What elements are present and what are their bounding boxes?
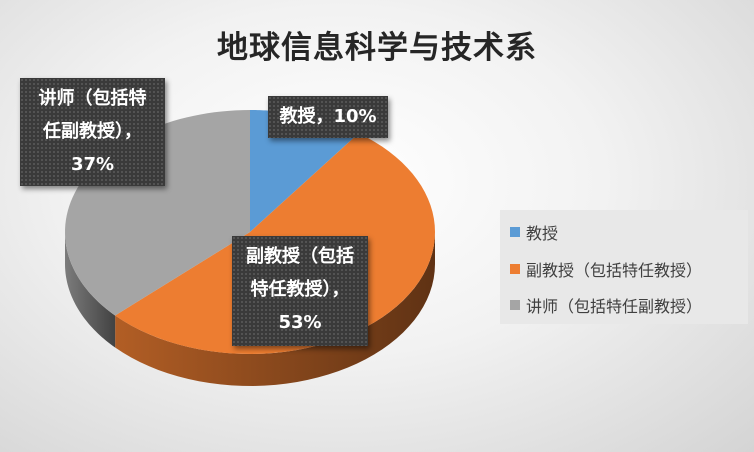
data-label-line: 任副教授）， <box>43 121 142 142</box>
legend-swatch <box>510 264 520 274</box>
data-label-line: 讲师（包括特 <box>38 88 147 109</box>
data-label-line: 特任教授）， <box>250 279 350 300</box>
data-label-associate: 副教授（包括 特任教授）， 53% <box>232 236 368 346</box>
legend-swatch <box>510 227 520 237</box>
legend-item-professor: 教授 <box>510 220 558 244</box>
data-label-lecturer: 讲师（包括特 任副教授）， 37% <box>20 78 165 186</box>
data-label-line: 37% <box>70 154 115 175</box>
legend-label: 教授 <box>526 224 559 243</box>
chart-title: 地球信息科学与技术系 <box>217 30 537 66</box>
data-label-line: 53% <box>278 312 322 333</box>
legend-item-lecturer: 讲师（包括特任副教授） <box>510 293 702 317</box>
legend-item-associate: 副教授（包括特任教授） <box>510 257 702 281</box>
legend: 教授 副教授（包括特任教授） 讲师（包括特任副教授） <box>500 210 748 324</box>
legend-label: 讲师（包括特任副教授） <box>526 297 703 316</box>
pie-slice-professor <box>250 110 359 232</box>
data-label-line: 副教授（包括 <box>246 246 354 267</box>
legend-label: 副教授（包括特任教授） <box>526 261 703 280</box>
data-label-professor: 教授，10% <box>268 96 388 138</box>
pie-side-associate <box>115 232 435 386</box>
data-label-line: 教授，10% <box>279 106 377 127</box>
legend-swatch <box>510 300 520 310</box>
pie-side-lecturer <box>65 232 116 348</box>
